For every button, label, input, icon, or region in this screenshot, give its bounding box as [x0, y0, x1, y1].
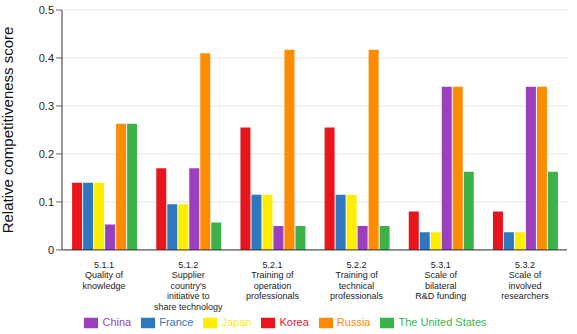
- html-text:Korea: Korea: [279, 315, 309, 328]
- html-text:China: China: [102, 315, 132, 328]
- svg-text:5.3.2Scale ofinvolvedresearche: 5.3.2Scale ofinvolvedresearchers: [501, 260, 549, 302]
- svg-text:0.5: 0.5: [39, 4, 54, 16]
- html-text:Russia: Russia: [336, 315, 371, 328]
- svg-text:0.1: 0.1: [39, 196, 54, 208]
- svg-text:0.2: 0.2: [39, 148, 54, 160]
- svg-text:5.3.1Scale ofbilateralR&D fund: 5.3.1Scale ofbilateralR&D funding: [415, 260, 466, 302]
- html-text:The United States: The United States: [398, 315, 487, 328]
- html-text:Japan: Japan: [221, 315, 252, 328]
- svg-text:0: 0: [48, 244, 54, 256]
- svg-text:5.1.1Quality ofknowledge: 5.1.1Quality ofknowledge: [83, 260, 126, 291]
- svg-text:Relative competitiveness score: Relative competitiveness score: [8, 27, 16, 234]
- svg-text:0.3: 0.3: [39, 100, 54, 112]
- svg-text:0.4: 0.4: [39, 52, 54, 64]
- html-text:France: France: [159, 315, 194, 328]
- svg-text:5.1.2Suppliercountry'sinitiati: 5.1.2Suppliercountry'sinitiative toshare…: [154, 260, 223, 312]
- svg-text:5.2.1Training ofoperationprofe: 5.2.1Training ofoperationprofessionals: [246, 260, 300, 302]
- svg-text:5.2.2Training oftechnicalprofe: 5.2.2Training oftechnicalprofessionals: [330, 260, 384, 302]
